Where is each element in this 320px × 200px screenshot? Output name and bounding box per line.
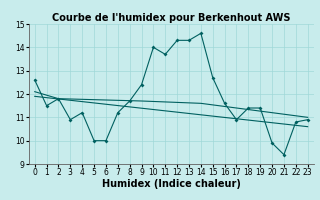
Title: Courbe de l'humidex pour Berkenhout AWS: Courbe de l'humidex pour Berkenhout AWS — [52, 13, 291, 23]
X-axis label: Humidex (Indice chaleur): Humidex (Indice chaleur) — [102, 179, 241, 189]
